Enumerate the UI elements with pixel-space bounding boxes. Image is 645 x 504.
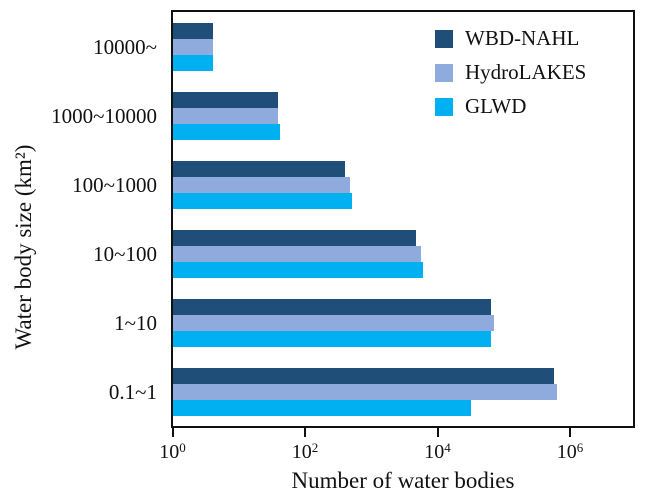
bar-WBD-NAHL-1~10 [173,298,491,315]
x-tick-label-10e4: 104 [424,440,451,463]
y-tick-label-100~1000: 100~1000 [72,172,157,197]
x-tick-mark-10e6 [569,428,571,437]
bar-GLWD-1~10 [173,330,491,347]
bar-group-10~100 [173,219,633,288]
y-tick-label-0.1~1: 0.1~1 [108,379,157,404]
x-axis-label: Number of water bodies [291,468,515,493]
legend-label: HydroLAKES [465,60,587,84]
bar-HydroLAKES-1000~10000 [173,107,278,124]
y-tick-label-1~10: 1~10 [114,310,157,335]
x-tick-mark-10e4 [436,428,439,437]
bar-HydroLAKES-10000~ [173,38,213,55]
legend-label: GLWD [465,94,527,118]
bar-WBD-NAHL-10000~ [173,22,213,39]
bar-WBD-NAHL-0.1~1 [173,367,554,384]
legend: WBD-NAHL HydroLAKES GLWD [435,28,586,130]
x-tick-mark-10e2 [304,428,306,437]
bar-GLWD-10~100 [173,261,423,278]
legend-entry-GLWD: GLWD [435,96,586,117]
bar-HydroLAKES-100~1000 [173,176,350,193]
bar-group-10000~ [173,12,633,81]
bar-group-100~1000 [173,150,633,219]
legend-swatch-icon [435,29,453,48]
legend-swatch-icon [435,97,453,116]
x-tick-label-10e6: 106 [556,440,584,463]
y-tick-label-10~100: 10~100 [93,241,157,266]
bar-GLWD-0.1~1 [173,399,471,416]
legend-swatch-icon [435,63,453,82]
y-tick-label-10000~: 10000~ [93,34,157,59]
bar-groups [173,12,633,426]
bar-HydroLAKES-0.1~1 [173,383,557,400]
legend-entry-HydroLAKES: HydroLAKES [435,62,586,83]
bar-group-1000~10000 [173,81,633,150]
bar-HydroLAKES-10~100 [173,245,421,262]
bar-GLWD-1000~10000 [173,123,280,140]
x-tick-label-10e2: 102 [291,440,319,463]
bar-group-0.1~1 [173,357,633,426]
bar-WBD-NAHL-100~1000 [173,160,345,177]
bar-WBD-NAHL-1000~10000 [173,91,278,108]
bar-GLWD-10000~ [173,54,213,71]
legend-label: WBD-NAHL [465,26,580,50]
bar-GLWD-100~1000 [173,192,352,209]
x-tick-label-10e0: 100 [159,440,186,463]
plot-area: WBD-NAHL HydroLAKES GLWD [171,10,635,428]
x-tick-mark-10e0 [171,428,174,437]
y-tick-label-1000~10000: 1000~10000 [51,103,157,128]
bar-group-1~10 [173,288,633,357]
legend-entry-WBD-NAHL: WBD-NAHL [435,28,586,49]
bar-WBD-NAHL-10~100 [173,229,416,246]
bar-HydroLAKES-1~10 [173,314,494,331]
